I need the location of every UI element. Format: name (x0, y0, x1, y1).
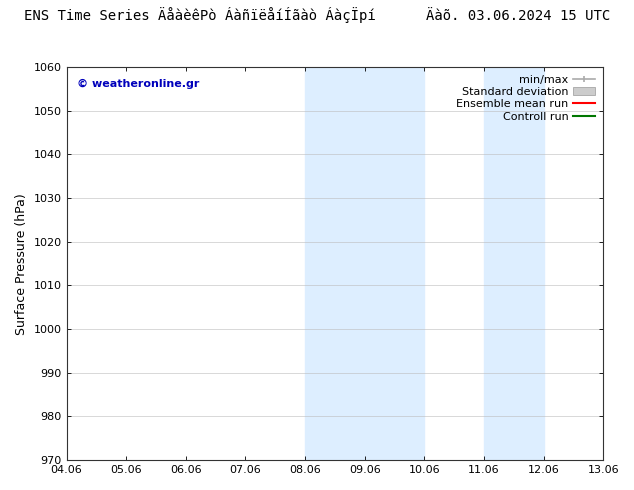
Bar (305, 67, 365, 460)
Bar (484, 67, 543, 460)
Text: © weatheronline.gr: © weatheronline.gr (77, 79, 200, 89)
Legend: min/max, Standard deviation, Ensemble mean run, Controll run: min/max, Standard deviation, Ensemble me… (455, 73, 598, 124)
Text: ENS Time Series ÄåàèêPò ÁàñïëåíÍãàò ÁàçÏpí      Äàõ. 03.06.2024 15 UTC: ENS Time Series ÄåàèêPò ÁàñïëåíÍãàò ÁàçÏ… (24, 7, 610, 24)
Y-axis label: Surface Pressure (hPa): Surface Pressure (hPa) (15, 193, 28, 335)
Bar (365, 67, 424, 460)
